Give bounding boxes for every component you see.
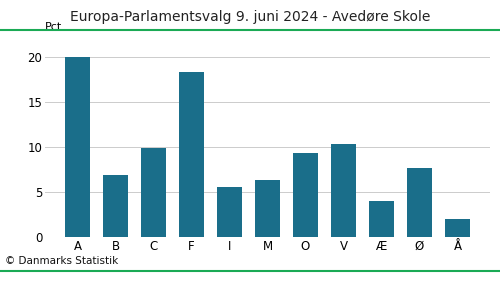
Bar [445, 219, 470, 237]
Bar [103, 175, 128, 237]
Bar [65, 58, 90, 237]
Bar [331, 144, 356, 237]
Bar [217, 187, 242, 237]
Text: Pct.: Pct. [45, 22, 66, 32]
Bar [407, 168, 432, 237]
Text: © Danmarks Statistik: © Danmarks Statistik [5, 257, 118, 266]
Bar [255, 180, 280, 237]
Bar [293, 153, 318, 237]
Bar [179, 72, 204, 237]
Bar [141, 148, 166, 237]
Text: Europa-Parlamentsvalg 9. juni 2024 - Avedøre Skole: Europa-Parlamentsvalg 9. juni 2024 - Ave… [70, 10, 430, 24]
Bar [369, 201, 394, 237]
